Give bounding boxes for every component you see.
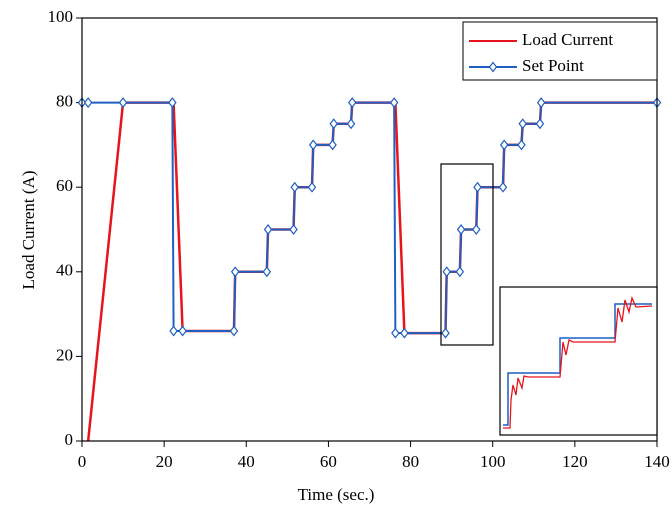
y-tick-label: 100 — [48, 7, 74, 26]
marker — [535, 118, 545, 130]
marker — [347, 97, 357, 109]
marker — [289, 224, 298, 235]
legend-frame — [462, 21, 658, 81]
marker — [536, 97, 546, 109]
x-tick-label: 140 — [644, 452, 670, 471]
inset-load — [503, 295, 653, 429]
marker — [391, 327, 400, 339]
x-tick-label: 100 — [480, 452, 506, 471]
legend: Load Current Set Point — [469, 30, 613, 75]
marker — [307, 181, 317, 193]
marker — [400, 327, 409, 339]
x-tick-label: 120 — [562, 452, 588, 471]
x-tick-label: 40 — [238, 452, 255, 471]
marker — [472, 224, 481, 235]
y-tick-label: 20 — [56, 345, 73, 364]
x-tick-label: 20 — [156, 452, 173, 471]
marker — [498, 181, 508, 193]
y-tick-label: 60 — [56, 176, 73, 195]
marker — [441, 327, 450, 339]
plot — [76, 17, 662, 447]
marker — [263, 224, 273, 235]
marker — [328, 139, 337, 151]
y-tick-label: 80 — [56, 92, 73, 111]
y-tick-label: 40 — [56, 261, 73, 280]
plot-frame — [81, 17, 658, 442]
legend-label: Load Current — [522, 30, 613, 49]
marker — [473, 181, 482, 193]
zoom-box — [440, 163, 494, 346]
marker — [389, 97, 399, 109]
marker — [83, 97, 93, 109]
marker — [178, 325, 187, 337]
legend-marker — [488, 61, 498, 73]
marker — [262, 266, 272, 278]
x-tick-label: 0 — [78, 452, 87, 471]
marker — [329, 118, 339, 130]
y-tick-label: 0 — [65, 430, 74, 449]
y-axis-label: Load Current (A) — [19, 171, 38, 290]
inset-frame — [499, 286, 658, 436]
x-tick-label: 60 — [320, 452, 337, 471]
marker — [230, 266, 240, 278]
marker — [169, 325, 178, 337]
marker — [517, 139, 526, 151]
marker — [168, 97, 177, 109]
marker — [290, 181, 300, 193]
marker — [118, 97, 128, 109]
x-axis-label: Time (sec.) — [298, 485, 375, 504]
marker — [308, 139, 318, 151]
marker — [456, 224, 466, 235]
marker — [346, 118, 356, 130]
inset — [499, 286, 658, 436]
inset-setpoint — [503, 303, 652, 426]
legend-label: Set Point — [522, 56, 584, 75]
x-tick-label: 80 — [402, 452, 419, 471]
marker — [229, 325, 239, 337]
marker — [455, 266, 465, 278]
marker — [499, 139, 509, 151]
marker — [518, 118, 527, 130]
series-line — [82, 101, 657, 335]
marker — [442, 266, 451, 278]
